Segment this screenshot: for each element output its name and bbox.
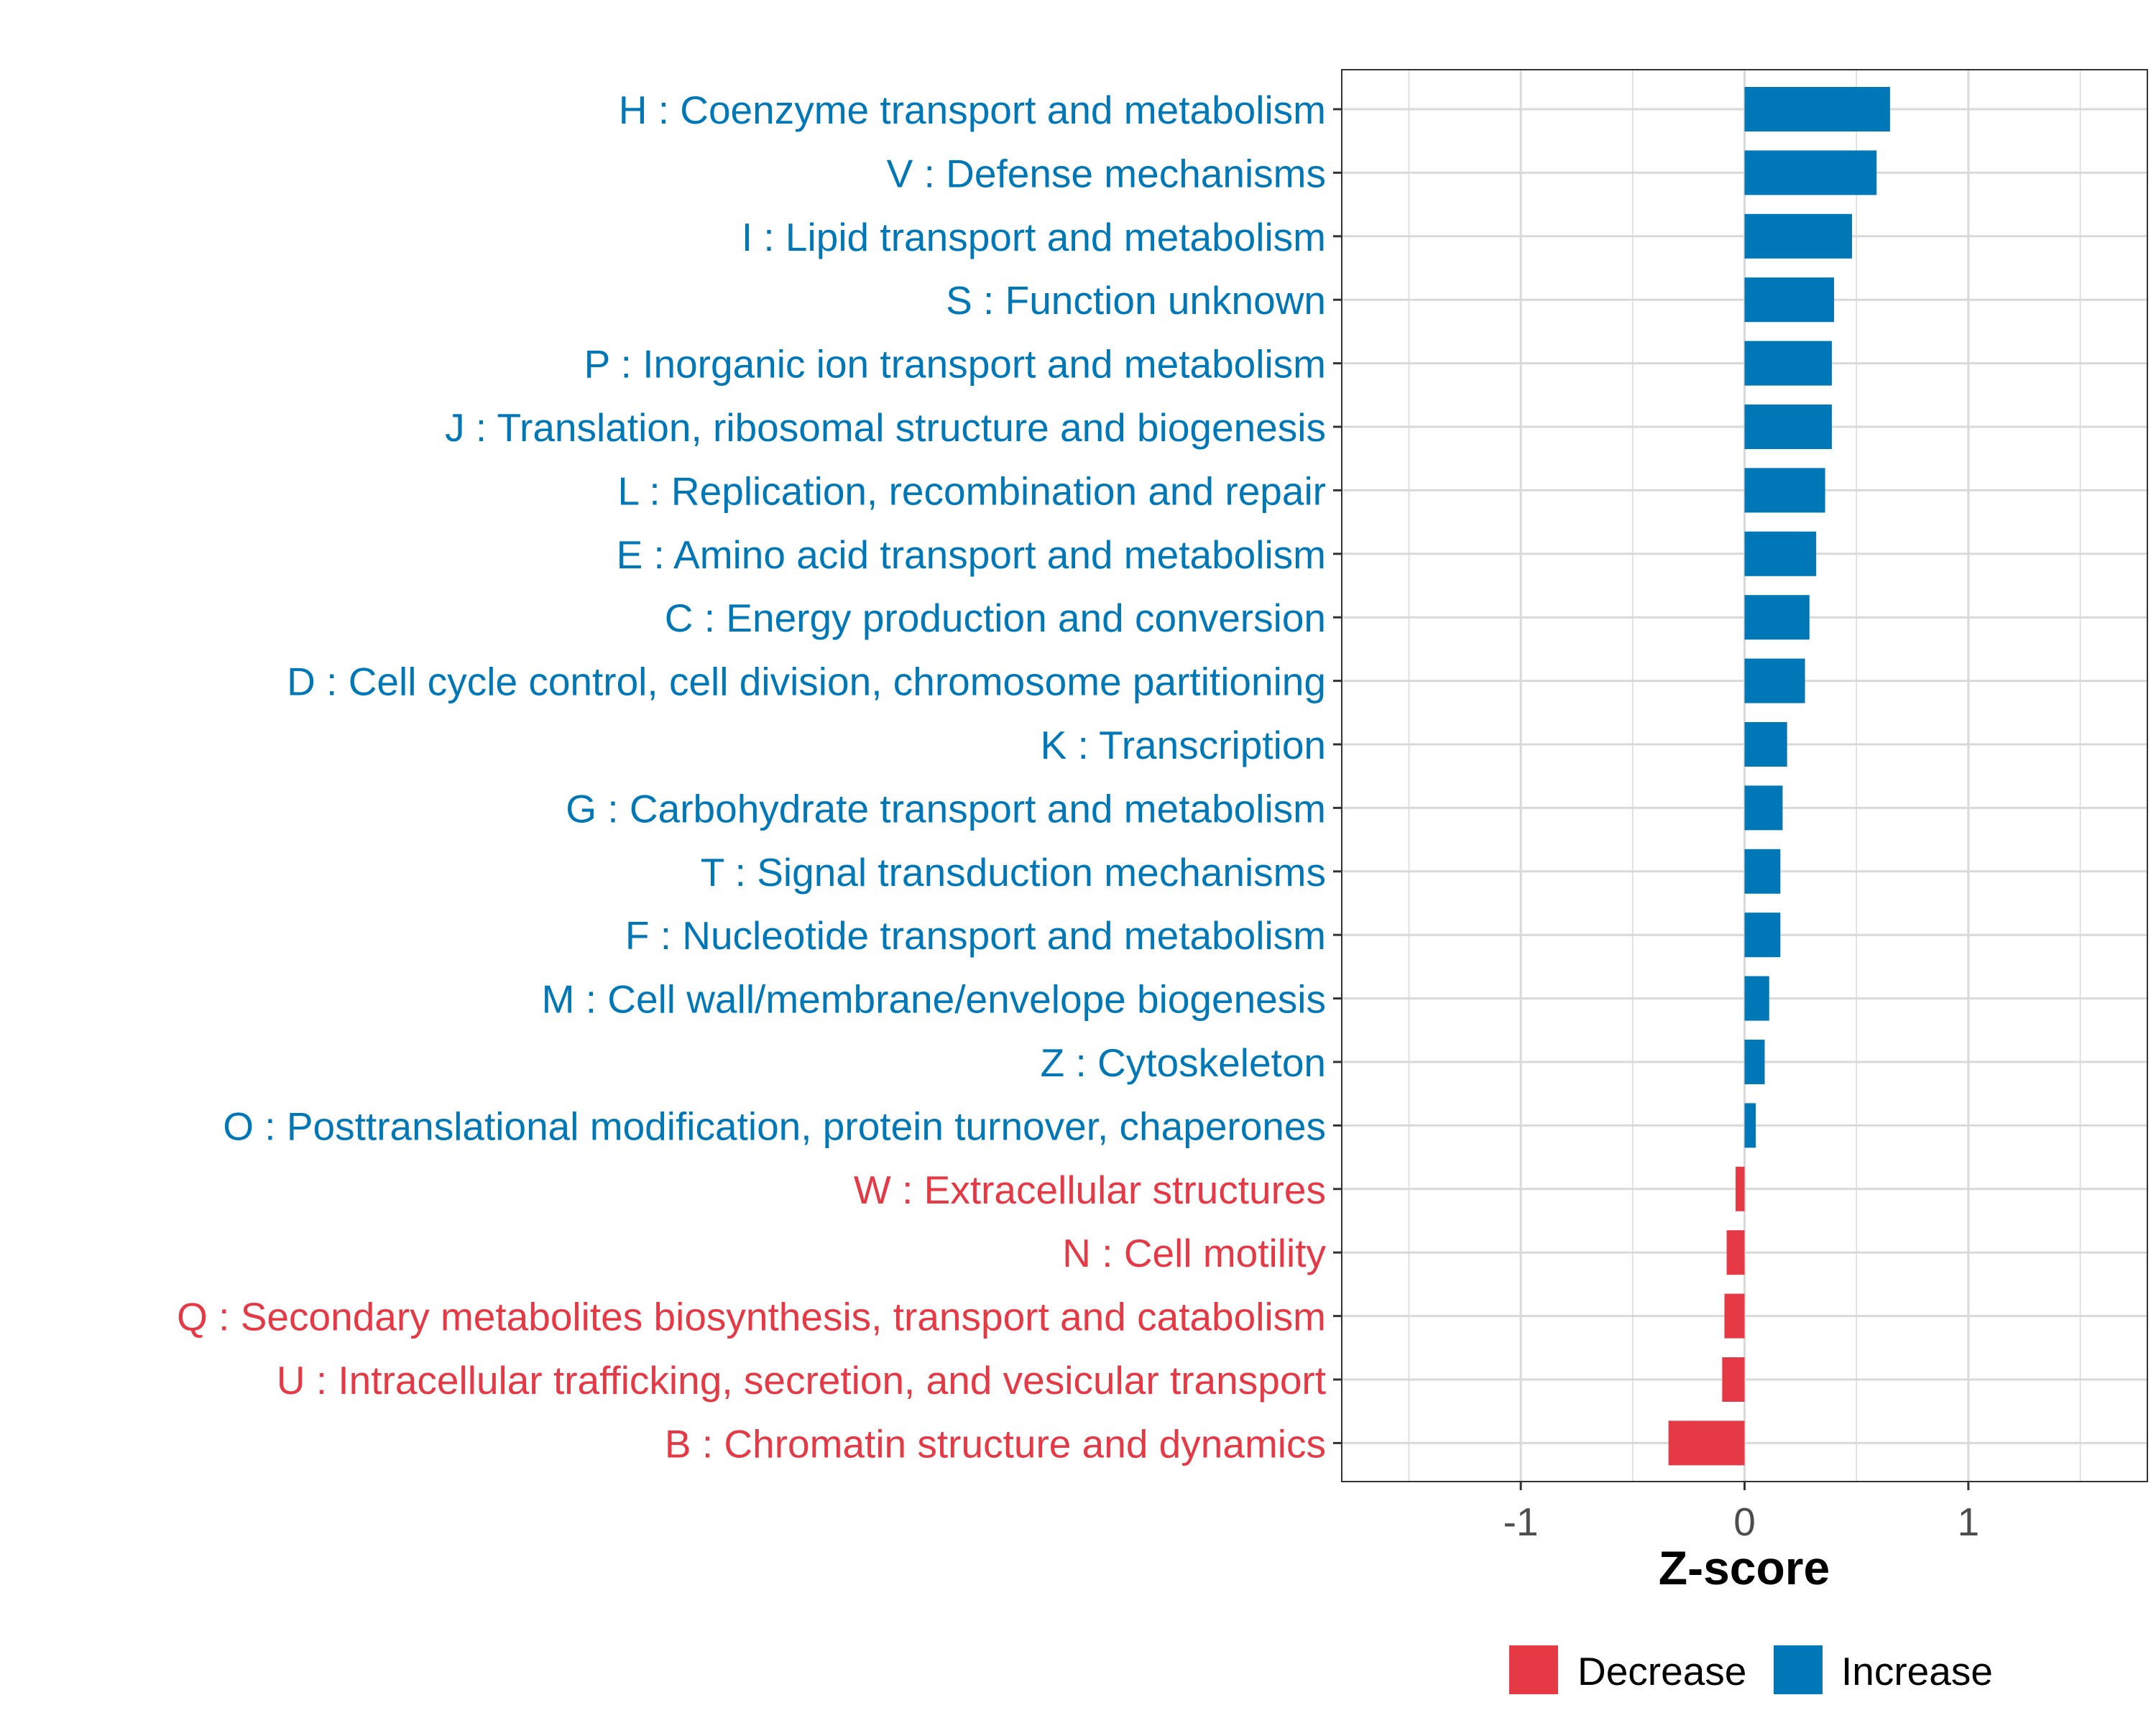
bar: [1744, 341, 1832, 386]
bar: [1744, 849, 1781, 894]
legend-label-increase: Increase: [1841, 1649, 1993, 1694]
bar: [1744, 277, 1835, 323]
bar: [1736, 1166, 1745, 1211]
bar: [1744, 785, 1783, 831]
x-tick-label: 1: [1958, 1500, 1980, 1544]
y-category-label: V : Defense mechanisms: [887, 151, 1326, 195]
y-category-label: I : Lipid transport and metabolism: [742, 215, 1326, 259]
legend-key-decrease: [1509, 1645, 1558, 1694]
y-category-label: P : Inorganic ion transport and metaboli…: [584, 342, 1326, 387]
y-category-label: F : Nucleotide transport and metabolism: [625, 913, 1326, 958]
y-category-label: Z : Cytoskeleton: [1041, 1040, 1326, 1085]
legend-label-decrease: Decrease: [1577, 1649, 1746, 1694]
bar: [1744, 658, 1805, 703]
bar: [1668, 1420, 1745, 1466]
y-category-label: K : Transcription: [1041, 723, 1326, 767]
y-category-label: S : Function unknown: [946, 278, 1326, 323]
bar: [1744, 912, 1781, 958]
y-category-label: O : Posttranslational modification, prot…: [223, 1104, 1326, 1148]
y-axis-category-labels: H : Coenzyme transport and metabolism V :…: [177, 88, 1326, 1466]
bar: [1724, 1293, 1745, 1339]
y-category-label: B : Chromatin structure and dynamics: [665, 1421, 1326, 1466]
bar: [1744, 87, 1890, 131]
bar: [1744, 405, 1832, 449]
y-category-label: T : Signal transduction mechanisms: [701, 850, 1326, 895]
legend: Decrease Increase: [1509, 1645, 1993, 1694]
bar: [1744, 150, 1877, 195]
bar: [1744, 976, 1769, 1021]
x-axis-title: Z-score: [1659, 1541, 1830, 1594]
bar: [1744, 1040, 1765, 1084]
bar: [1744, 531, 1817, 576]
bars: [1668, 87, 1890, 1466]
bar: [1744, 1103, 1756, 1148]
x-tick-label: 0: [1733, 1500, 1756, 1544]
y-category-label: Q : Secondary metabolites biosynthesis, …: [177, 1295, 1326, 1339]
x-tick-label: -1: [1503, 1500, 1539, 1544]
x-axis-ticks: -1 0 1: [1503, 1482, 1980, 1544]
y-category-label: L : Replication, recombination and repai…: [618, 468, 1326, 513]
legend-key-increase: [1774, 1645, 1823, 1694]
y-category-label: E : Amino acid transport and metabolism: [617, 532, 1326, 577]
y-category-label: N : Cell motility: [1062, 1231, 1326, 1275]
bar: [1726, 1230, 1745, 1275]
y-category-label: W : Extracellular structures: [854, 1168, 1326, 1212]
y-category-label: G : Carbohydrate transport and metabolis…: [566, 786, 1326, 831]
bar: [1744, 213, 1852, 259]
bar: [1744, 595, 1810, 640]
bar: [1722, 1357, 1745, 1402]
y-category-label: M : Cell wall/membrane/envelope biogenes…: [542, 977, 1326, 1022]
bar: [1744, 468, 1825, 513]
y-category-label: D : Cell cycle control, cell division, c…: [287, 660, 1326, 704]
y-category-label: C : Energy production and conversion: [665, 596, 1326, 640]
bar: [1744, 722, 1787, 767]
y-category-label: J : Translation, ribosomal structure and…: [445, 405, 1326, 450]
y-category-label: U : Intracellular trafficking, secretion…: [277, 1358, 1326, 1403]
y-tick-marks: [1333, 108, 1342, 1444]
y-category-label: H : Coenzyme transport and metabolism: [619, 88, 1326, 132]
